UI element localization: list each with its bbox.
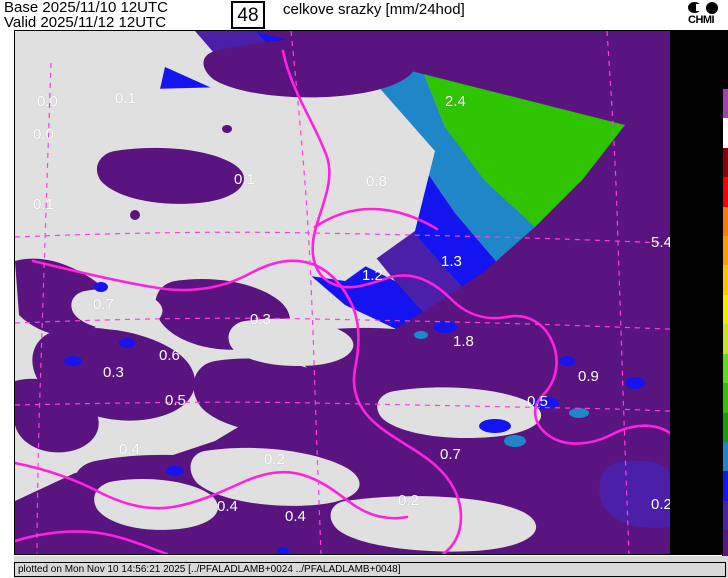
- colorbar-segment: [723, 294, 728, 326]
- colorbar-tick-label: 10.0: [682, 316, 704, 329]
- colorbar-segment: [723, 324, 728, 355]
- colorbar-tick-label: 1.0: [688, 434, 704, 447]
- map-frame: 0.0 0.1 0.0 0.1 0.1 0.8 2.4 5.4 1.3 1.2 0.7 0.3 0.6 0…: [14, 30, 728, 578]
- colorbar-segment: [723, 236, 728, 267]
- colorbar-segment: [723, 177, 728, 208]
- precipitation-map[interactable]: 0.0 0.1 0.0 0.1 0.1 0.8 2.4 5.4 1.3 1.2 0.7 0.3 0.6 0…: [15, 31, 670, 554]
- colorbar-segment: [723, 471, 728, 502]
- status-bar-box: plotted on Mon Nov 10 14:56:21 2025 [../…: [14, 562, 726, 577]
- colorbar-segment: [723, 89, 728, 120]
- colorbar-segment: [723, 383, 728, 414]
- base-time-label: Base 2025/11/10 12UTC: [4, 0, 168, 16]
- colorbar-segment: [723, 265, 728, 296]
- status-bar: plotted on Mon Nov 10 14:56:21 2025 [../…: [14, 556, 728, 578]
- colorbar-tick-label: 0.3: [688, 493, 704, 506]
- colorbar-segment: [723, 500, 728, 532]
- colorbar-tick-label: 2.0: [688, 404, 704, 417]
- forecast-step-value: 48: [237, 4, 259, 26]
- colorbar-tick-label: 0.6: [688, 463, 704, 476]
- logo-label: CHMI: [688, 14, 715, 26]
- colorbar-segment: [723, 441, 728, 473]
- valid-time-label: Valid 2025/11/12 12UTC: [4, 14, 167, 31]
- logo-c-icon: [688, 2, 702, 13]
- colorbar-tick-label: 60.0: [682, 169, 704, 182]
- chmi-logo: CHMI: [688, 1, 724, 27]
- colorbar-tick-label: 40.0: [682, 199, 704, 212]
- left-margin: [0, 30, 14, 555]
- colorbar[interactable]: [722, 88, 728, 578]
- colorbar-tick-label: 80.0: [682, 140, 704, 153]
- colorbar-segment: [723, 353, 728, 385]
- map-canvas: [15, 31, 670, 554]
- logo-glyph-row: [688, 1, 724, 15]
- colorbar-tick-label: 6.0: [688, 346, 704, 359]
- colorbar-segment: [723, 412, 728, 443]
- logo-o-icon: [706, 2, 718, 14]
- colorbar-segment: [723, 118, 728, 149]
- colorbar-tick-label: 0.1: [688, 522, 704, 535]
- colorbar-top-label: >100: [679, 62, 704, 74]
- header-bar: Base 2025/11/10 12UTC Valid 2025/11/12 1…: [0, 0, 728, 31]
- colorbar-segment: [723, 147, 728, 179]
- colorbar-tick-label: 15.0: [682, 287, 704, 300]
- page-title: celkove srazky [mm/24hod]: [283, 1, 465, 18]
- colorbar-tick-label: 20.0: [682, 257, 704, 270]
- forecast-step-box[interactable]: 48: [231, 1, 265, 29]
- status-bar-text: plotted on Mon Nov 10 14:56:21 2025 [../…: [18, 564, 401, 575]
- colorbar-segment: [723, 206, 728, 238]
- colorbar-tick-label: 100.0: [676, 110, 704, 123]
- colorbar-tick-label: 4.0: [688, 375, 704, 388]
- colorbar-tick-label: 30.0: [682, 228, 704, 241]
